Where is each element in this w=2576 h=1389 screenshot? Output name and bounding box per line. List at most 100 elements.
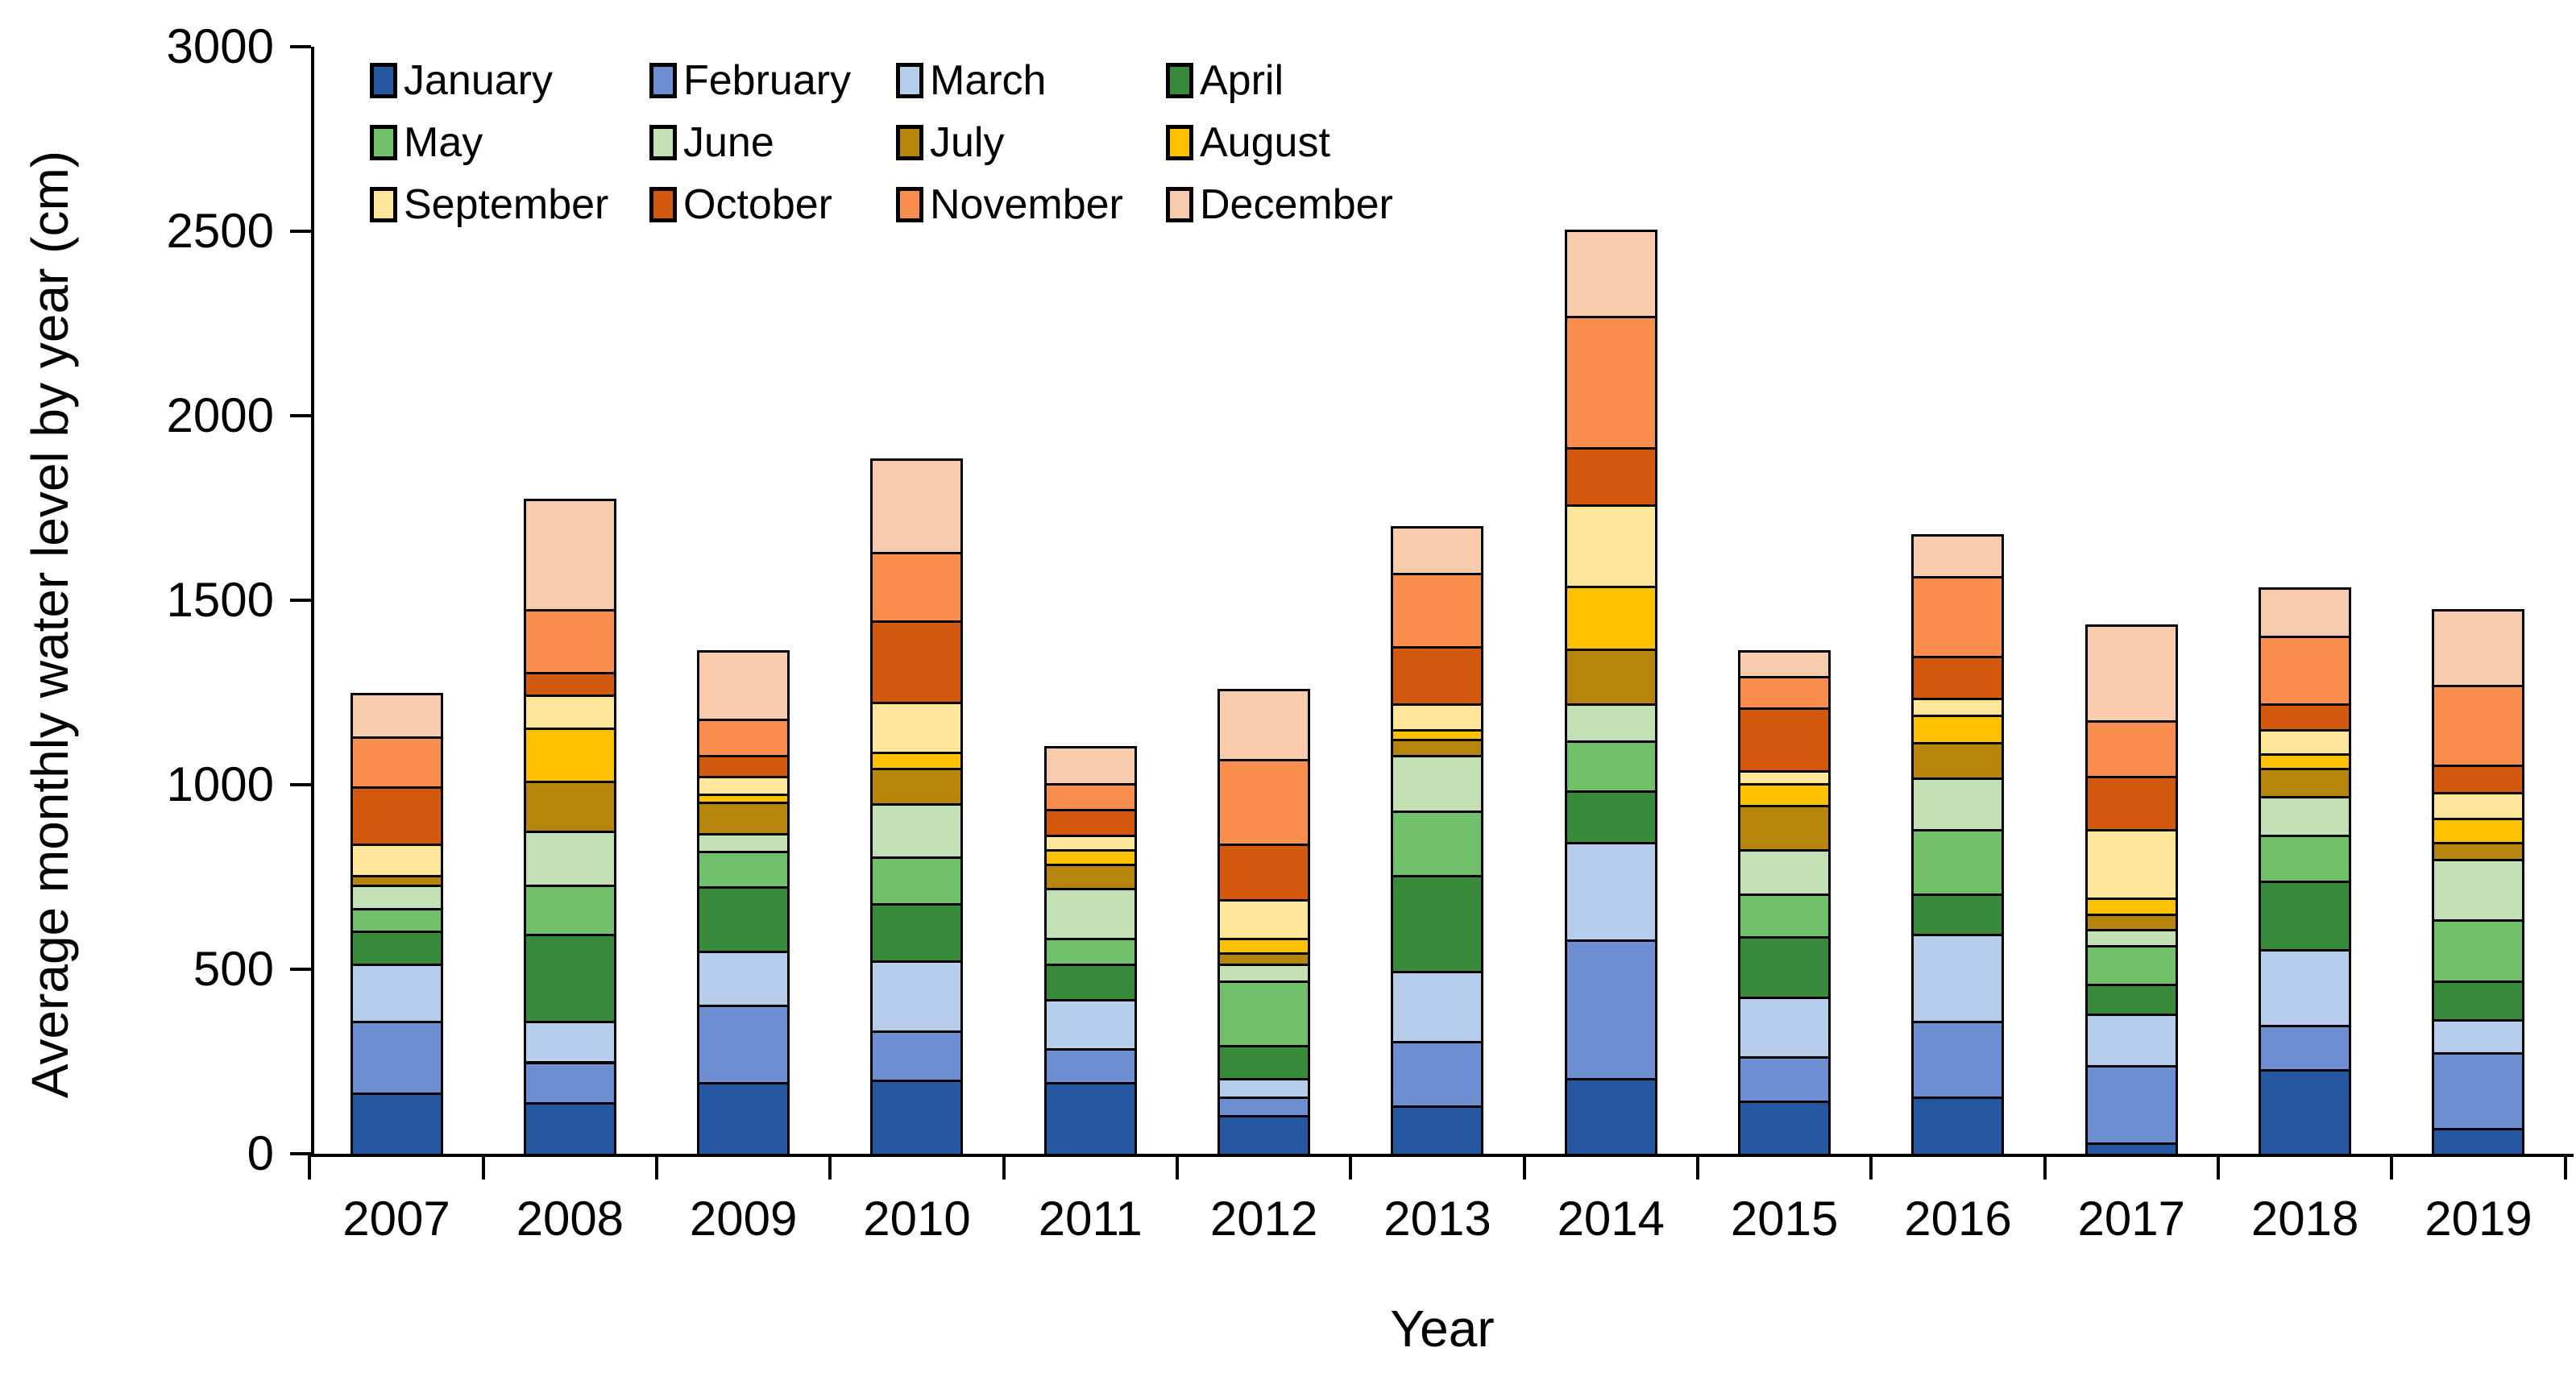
bar-segment-september-2014 — [1564, 504, 1657, 588]
bar-segment-april-2017 — [2084, 984, 2178, 1016]
legend-item-december: December — [1166, 182, 1393, 227]
x-axis-tick — [1522, 1154, 1526, 1180]
legend-item-october: October — [649, 182, 832, 227]
bar-segment-march-2013 — [1391, 971, 1484, 1044]
bar-segment-april-2009 — [697, 885, 790, 954]
bar-segment-may-2008 — [523, 884, 616, 937]
bar-segment-may-2010 — [870, 856, 964, 906]
y-axis-line — [311, 47, 314, 1157]
bar-segment-july-2016 — [1911, 742, 2005, 780]
march-swatch-icon — [896, 63, 923, 98]
bar-segment-march-2015 — [1738, 997, 1831, 1059]
bar-segment-september-2016 — [1911, 698, 2005, 717]
bar-segment-june-2007 — [350, 884, 443, 911]
legend-item-february: February — [649, 58, 851, 103]
x-tick-label: 2014 — [1557, 1192, 1665, 1246]
bar-segment-april-2016 — [1911, 894, 2005, 937]
bar-segment-october-2012 — [1217, 844, 1311, 902]
x-tick-label: 2018 — [2250, 1192, 2359, 1246]
bar-segment-february-2012 — [1217, 1097, 1311, 1117]
bar-segment-may-2016 — [1911, 828, 2005, 897]
bar-segment-june-2011 — [1043, 888, 1137, 941]
x-axis-tick — [481, 1154, 485, 1180]
bar-segment-august-2014 — [1564, 585, 1657, 651]
x-axis-title: Year — [1390, 1300, 1495, 1358]
bar-segment-july-2015 — [1738, 805, 1831, 852]
y-axis-tick — [290, 599, 311, 602]
bar-segment-december-2019 — [2432, 609, 2525, 688]
bar-segment-february-2010 — [870, 1030, 964, 1083]
bar-segment-september-2017 — [2084, 828, 2178, 900]
y-axis-tick — [290, 414, 311, 417]
bar-segment-september-2012 — [1217, 898, 1311, 941]
bar-segment-october-2007 — [350, 786, 443, 847]
bar-segment-january-2013 — [1391, 1105, 1484, 1156]
x-axis-tick — [2216, 1154, 2220, 1180]
x-axis-tick — [2563, 1154, 2567, 1180]
bar-segment-april-2014 — [1564, 790, 1657, 844]
y-tick-label: 1000 — [166, 757, 274, 811]
y-axis-tick — [290, 1152, 311, 1155]
bar-segment-december-2008 — [523, 499, 616, 612]
x-axis-tick — [2390, 1154, 2394, 1180]
bar-segment-august-2016 — [1911, 714, 2005, 745]
bar-segment-january-2010 — [870, 1080, 964, 1156]
x-tick-label: 2013 — [1383, 1192, 1491, 1246]
y-tick-label: 2000 — [166, 388, 274, 442]
bar-segment-december-2009 — [697, 649, 790, 721]
bar-segment-september-2013 — [1391, 703, 1484, 732]
bar-segment-january-2015 — [1738, 1100, 1831, 1156]
bar-segment-june-2012 — [1217, 964, 1311, 983]
bar-segment-january-2011 — [1043, 1081, 1137, 1156]
legend-label: June — [683, 119, 774, 166]
bar-segment-december-2015 — [1738, 649, 1831, 678]
x-tick-label: 2016 — [1904, 1192, 2012, 1246]
bar-segment-june-2017 — [2084, 928, 2178, 948]
x-axis-tick — [1349, 1154, 1353, 1180]
legend-item-august: August — [1166, 120, 1330, 165]
bar-segment-july-2017 — [2084, 914, 2178, 931]
legend-item-september: September — [370, 182, 608, 227]
bar-segment-december-2010 — [870, 458, 964, 555]
bar-segment-february-2014 — [1564, 939, 1657, 1081]
bar-segment-may-2019 — [2432, 919, 2525, 983]
bar-segment-march-2017 — [2084, 1013, 2178, 1068]
bar-segment-december-2012 — [1217, 688, 1311, 761]
bar-segment-march-2012 — [1217, 1078, 1311, 1099]
bar-segment-december-2013 — [1391, 526, 1484, 575]
bar-segment-september-2018 — [2259, 729, 2352, 757]
bar-segment-november-2010 — [870, 552, 964, 624]
bar-segment-october-2011 — [1043, 808, 1137, 837]
november-swatch-icon — [896, 187, 923, 222]
october-swatch-icon — [649, 187, 677, 222]
bar-segment-june-2019 — [2432, 858, 2525, 923]
bar-segment-december-2016 — [1911, 533, 2005, 579]
legend-label: January — [404, 57, 553, 104]
bar-segment-may-2011 — [1043, 938, 1137, 967]
bar-segment-august-2008 — [523, 728, 616, 784]
y-axis-tick — [290, 45, 311, 48]
bar-segment-april-2007 — [350, 930, 443, 967]
bar-segment-february-2019 — [2432, 1052, 2525, 1130]
bar-segment-august-2017 — [2084, 897, 2178, 917]
bar-segment-december-2014 — [1564, 229, 1657, 319]
x-axis-tick — [1175, 1154, 1179, 1180]
july-swatch-icon — [896, 125, 923, 160]
bar-segment-september-2009 — [697, 775, 790, 797]
bar-segment-february-2013 — [1391, 1041, 1484, 1109]
bar-segment-september-2008 — [523, 694, 616, 730]
bar-segment-may-2017 — [2084, 945, 2178, 987]
legend-label: July — [930, 119, 1005, 166]
bar-segment-july-2010 — [870, 768, 964, 806]
legend-label: December — [1200, 181, 1393, 228]
y-tick-label: 0 — [247, 1126, 274, 1180]
bar-segment-january-2019 — [2432, 1127, 2525, 1156]
x-tick-label: 2017 — [2077, 1192, 2186, 1246]
bar-segment-april-2011 — [1043, 964, 1137, 1001]
bar-segment-november-2014 — [1564, 316, 1657, 450]
x-tick-label: 2015 — [1730, 1192, 1839, 1246]
y-tick-label: 2500 — [166, 204, 274, 258]
bar-segment-january-2007 — [350, 1093, 443, 1156]
bar-segment-december-2007 — [350, 692, 443, 740]
